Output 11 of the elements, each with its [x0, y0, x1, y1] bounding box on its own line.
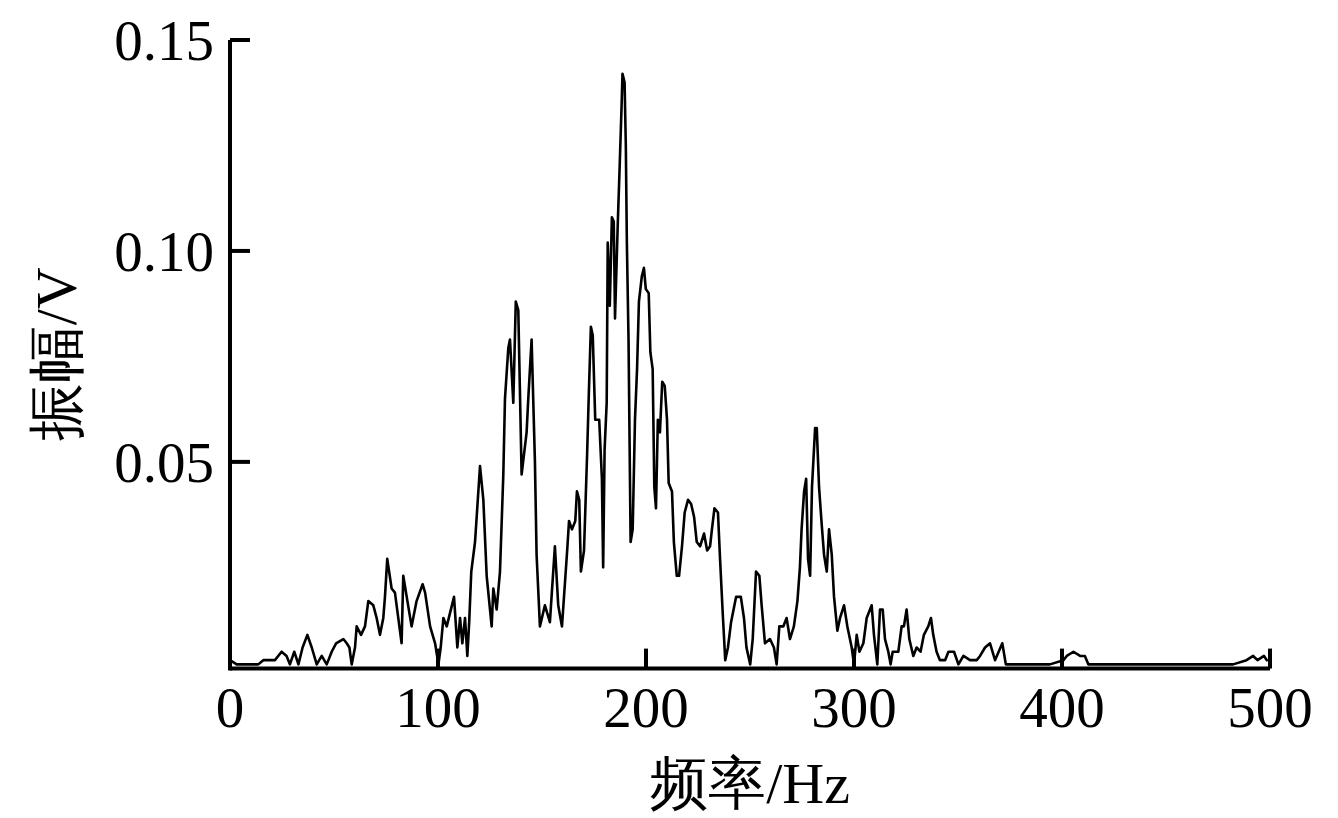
y-tick-label: 0.05: [114, 430, 214, 494]
y-tick-label: 0.10: [114, 219, 214, 283]
x-tick-label: 300: [811, 675, 897, 739]
y-tick-label: 0.15: [114, 8, 214, 72]
x-tick-label: 200: [603, 675, 689, 739]
x-tick-label: 0: [215, 675, 245, 739]
x-tick-label: 500: [1227, 675, 1313, 739]
y-axis-title: 振幅/V: [24, 267, 90, 442]
x-axis-title: 频率/Hz: [650, 751, 850, 816]
x-tick-label: 400: [1019, 675, 1105, 739]
x-tick-label: 100: [395, 675, 481, 739]
